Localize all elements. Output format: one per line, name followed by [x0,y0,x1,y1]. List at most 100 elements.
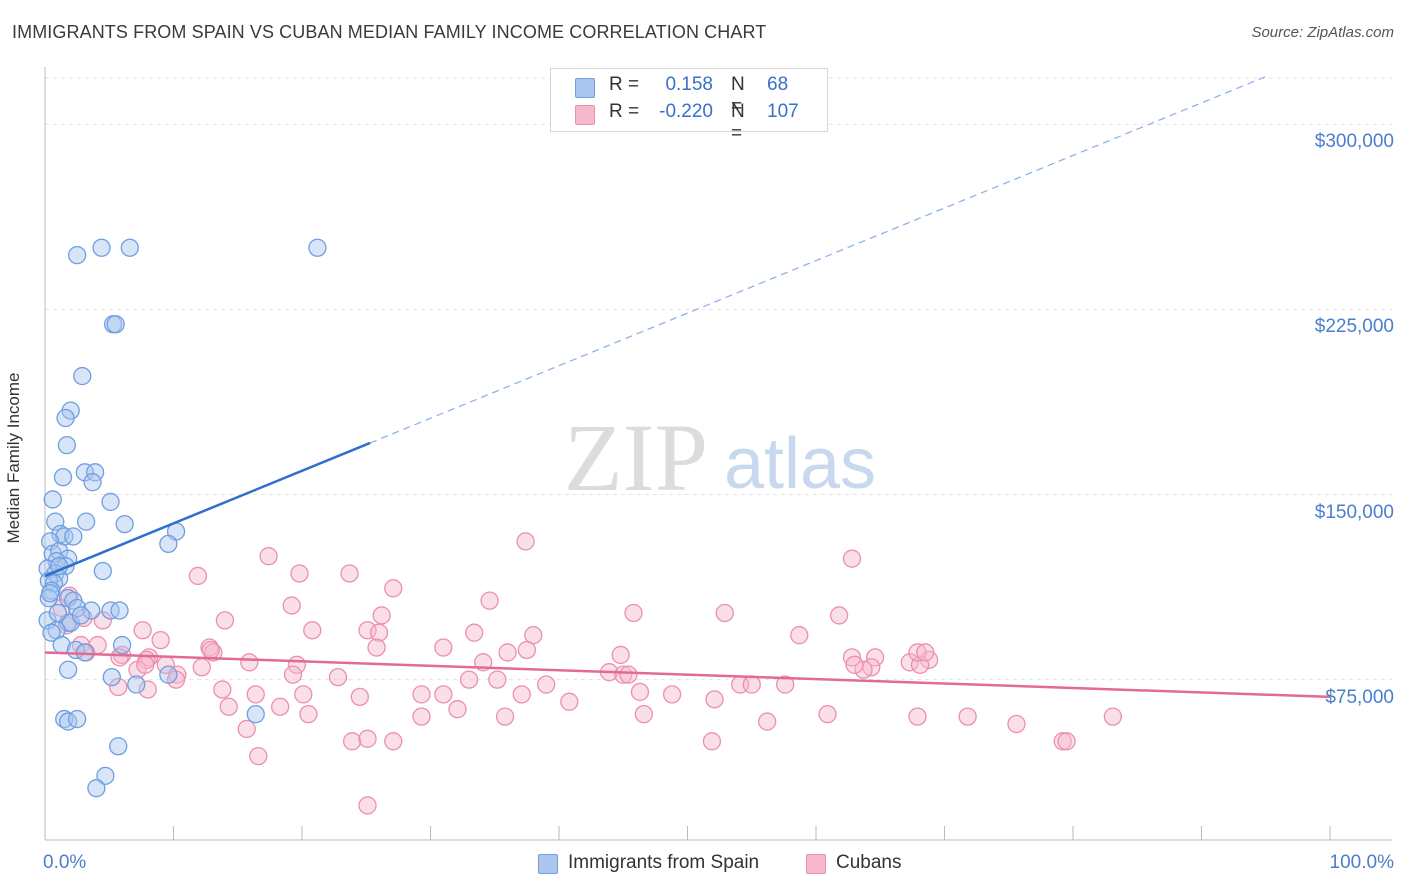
cubans-point [219,697,238,716]
spain-point [61,613,80,632]
cubans-point [630,682,650,702]
cubans-point [865,648,885,667]
y-tick-label: $225,000 [1314,316,1394,338]
spain-point [106,315,125,334]
cubans-point [237,719,256,739]
cubans-point [611,645,630,665]
cubans-point [845,655,864,674]
cubans-point [328,667,348,687]
cubans-point [842,549,862,568]
cubans-point [1057,732,1076,751]
cubans-point [133,621,152,640]
cubans-point [1053,732,1072,751]
y-tick-label: $150,000 [1314,501,1394,523]
cubans-point [358,729,377,748]
y-tick-label: $300,000 [1314,131,1394,153]
r-label: R = [609,101,640,122]
cubans-point [372,606,391,625]
cubans-point [201,640,220,660]
cubans-point [136,655,155,674]
cubans-points [52,532,1122,815]
spain-point [246,704,265,724]
cubans-point [480,591,499,610]
spain-point [76,512,96,531]
n-label: N = [731,101,745,144]
watermark-atlas: atlas [724,424,876,504]
spain-point [102,667,121,687]
spain-point [42,623,61,642]
axes [44,67,1392,841]
cubans-point [512,685,531,704]
r-value: 0.158 [665,74,713,95]
cubans-point [776,675,795,694]
cubans-point [614,665,633,684]
chart-title: IMMIGRANTS FROM SPAIN VS CUBAN MEDIAN FA… [12,22,767,42]
cubans-point [715,603,734,623]
cubans-point [1103,707,1122,726]
cubans-point [459,670,479,689]
spain-point [73,366,92,386]
cubans-point [412,685,431,704]
cubans-point [517,640,537,660]
cubans-point [958,707,977,726]
zipatlas-watermark: ZIP atlas [564,404,876,511]
cubans-point [662,685,682,704]
cubans-point [246,685,265,704]
y-axis-label: Median Family Income [4,372,23,544]
spain-point [56,408,75,428]
y-tick-label: $75,000 [1325,686,1394,708]
cubans-point [465,623,484,642]
spain-point [48,603,67,623]
cubans-point [790,626,809,645]
cubans-point [412,707,431,726]
spain-trend-line [44,441,371,578]
cubans-point [624,603,643,623]
n-value: 107 [767,101,799,122]
cubans-point [303,621,322,640]
cubans-point [705,690,724,709]
cubans-point [259,547,278,566]
cubans-point [702,732,722,751]
cubans-point [498,643,517,662]
cubans-point [342,732,362,751]
cubans-point [249,746,268,766]
spain-point [53,468,73,487]
spain-point [83,473,102,492]
spain-point [82,601,101,620]
spain-point [92,238,111,257]
x-tick-min: 0.0% [43,852,87,873]
cubans-point [192,658,211,677]
r-value: -0.220 [659,101,713,122]
trend-lines [44,74,1331,699]
spain-point [120,238,139,257]
cubans-point [758,712,777,731]
cubans-point [138,680,157,699]
spain-point [43,490,62,509]
cubans-point [908,707,927,726]
cubans-point [619,665,638,684]
cubans-point [93,611,112,630]
cubans-point [488,670,507,689]
spain-point [127,675,146,694]
cubans-point [367,638,386,657]
cubans-point [384,732,403,751]
cubans-point [829,606,849,625]
watermark-zip: ZIP [564,404,708,511]
spain-point [64,527,83,546]
cubans-point [188,566,208,586]
legend-swatch-cubans [575,105,595,125]
spain-point [40,584,60,603]
spain-point [57,436,76,455]
cubans-point [215,611,235,630]
cubans-point [240,653,259,672]
legend-label-cubans: Cubans [836,852,902,873]
cubans-point [384,579,403,598]
cubans-point [495,707,515,726]
cubans-point [151,630,170,650]
spain-points [38,238,327,798]
cubans-point [634,704,653,724]
r-label: R = [609,74,640,95]
spain-point [96,766,115,785]
grid-lines [45,77,1392,681]
